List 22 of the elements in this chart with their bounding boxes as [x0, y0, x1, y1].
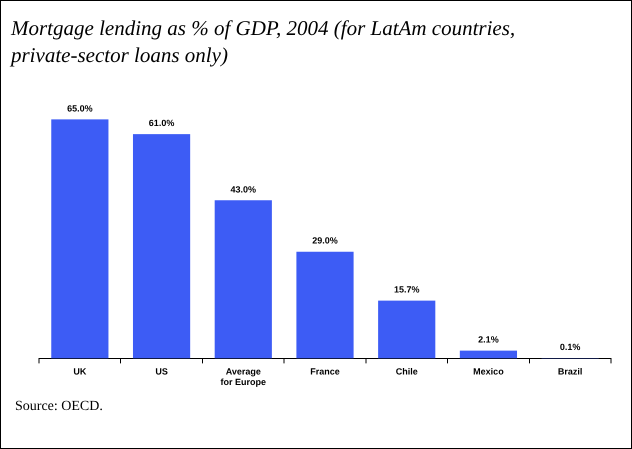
data-label: 61.0% [148, 118, 174, 128]
bar [296, 252, 354, 358]
bar [51, 119, 108, 358]
x-tick-label: Chile [396, 366, 418, 376]
x-tick-label: UK [73, 366, 87, 376]
x-tick-label: US [155, 366, 168, 376]
x-tick-label: Mexico [473, 366, 504, 376]
bar [132, 134, 190, 358]
data-label: 43.0% [230, 184, 256, 194]
chart-title: Mortgage lending as % of GDP, 2004 (for LatAm countries, private-sector loans only) [11, 15, 516, 69]
data-label: 2.1% [478, 334, 499, 345]
x-tick-label: Brazil [558, 366, 582, 376]
x-tick-label: Average for Europe [220, 366, 266, 388]
data-label: 15.7% [394, 284, 420, 295]
data-label: 0.1% [560, 342, 580, 352]
data-label: 29.0% [312, 236, 338, 246]
source-note: Source: OECD. [15, 399, 103, 415]
bar [460, 350, 518, 358]
x-tick-label: France [310, 366, 340, 376]
data-label: 65.0% [67, 103, 93, 114]
bar [378, 300, 436, 358]
bar [214, 200, 272, 358]
